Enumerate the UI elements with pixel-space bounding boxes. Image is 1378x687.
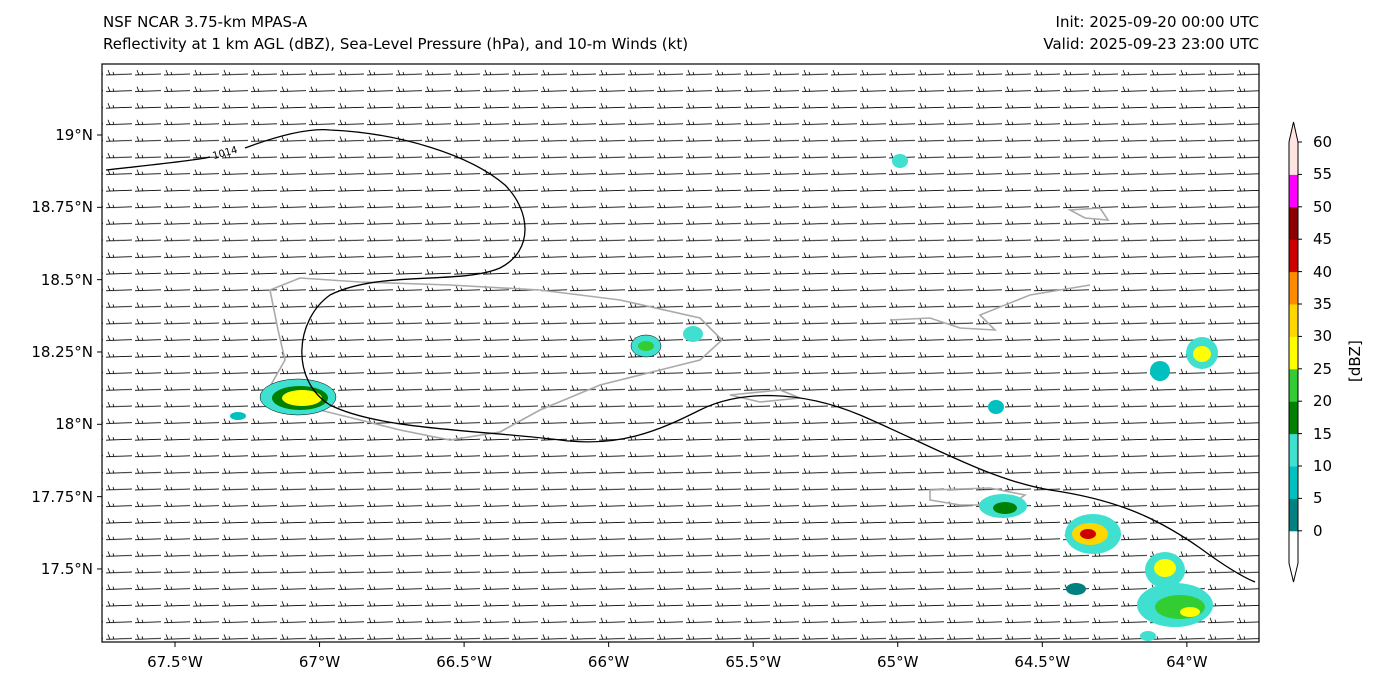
colorbar-segment (1289, 433, 1298, 467)
colorbar-tick-label: 60 (1313, 133, 1333, 151)
title-model: NSF NCAR 3.75-km MPAS-A (103, 13, 308, 31)
colorbar-segment (1289, 271, 1298, 305)
colorbar-segment (1289, 401, 1298, 435)
x-tick-label: 64.5°W (1014, 653, 1071, 671)
virgin-islands-coast (889, 284, 1091, 331)
x-tick-label: 65°W (877, 653, 919, 671)
islet (1067, 207, 1110, 221)
axis-ticks (97, 134, 1188, 647)
y-tick-label: 18.5°N (40, 270, 93, 289)
x-tick-label: 67°W (298, 653, 341, 671)
colorbar (1288, 121, 1302, 583)
colorbar-tick-label: 0 (1313, 521, 1323, 540)
y-tick-label: 19°N (55, 126, 93, 144)
colorbar-tick-label: 25 (1313, 359, 1333, 378)
colorbar-tick-label: 40 (1313, 262, 1333, 281)
map-frame (101, 63, 1260, 643)
colorbar-outline (1288, 121, 1299, 583)
colorbar-segment (1289, 239, 1298, 273)
colorbar-tick-label: 30 (1313, 327, 1333, 346)
pressure-contour-1014 (105, 129, 1256, 583)
colorbar-tick-label: 45 (1313, 230, 1333, 249)
colorbar-segment (1289, 174, 1298, 208)
x-tick-label: 65.5°W (725, 653, 782, 671)
colorbar-segment (1289, 336, 1298, 370)
wind-barbs (102, 64, 1259, 642)
colorbar-tick-label: 15 (1313, 424, 1333, 443)
colorbar-label: [dBZ] (1346, 340, 1364, 382)
y-tick-label: 17.5°N (40, 559, 93, 578)
valid-time: Valid: 2025-09-23 23:00 UTC (1043, 35, 1259, 53)
colorbar-segment (1289, 206, 1298, 240)
x-tick-label: 66.5°W (436, 653, 492, 671)
y-tick-label: 18.75°N (31, 198, 93, 217)
y-tick-label: 18.25°N (31, 342, 93, 361)
colorbar-tick-label: 50 (1313, 197, 1333, 216)
colorbar-segment (1289, 466, 1298, 499)
init-time: Init: 2025-09-20 00:00 UTC (1055, 13, 1259, 31)
colorbar-segment (1289, 498, 1298, 532)
colorbar-segment (1289, 142, 1298, 175)
reflectivity-cells (230, 154, 1218, 641)
y-tick-label: 17.75°N (31, 487, 93, 506)
colorbar-segment (1289, 304, 1298, 337)
y-tick-label: 18°N (55, 415, 93, 434)
colorbar-tick-label: 10 (1313, 457, 1333, 475)
x-tick-label: 66°W (587, 653, 630, 671)
colorbar-tick-label: 20 (1313, 392, 1333, 411)
colorbar-segment (1289, 368, 1298, 402)
x-tick-label: 67.5°W (147, 653, 203, 671)
colorbar-tick-label: 55 (1313, 165, 1333, 184)
title-fields: Reflectivity at 1 km AGL (dBZ), Sea-Leve… (103, 35, 689, 53)
colorbar-tick-label: 5 (1313, 489, 1323, 508)
colorbar-extend-max (1289, 122, 1298, 142)
x-tick-label: 64°W (1166, 653, 1208, 671)
colorbar-tick-label: 35 (1313, 295, 1333, 313)
